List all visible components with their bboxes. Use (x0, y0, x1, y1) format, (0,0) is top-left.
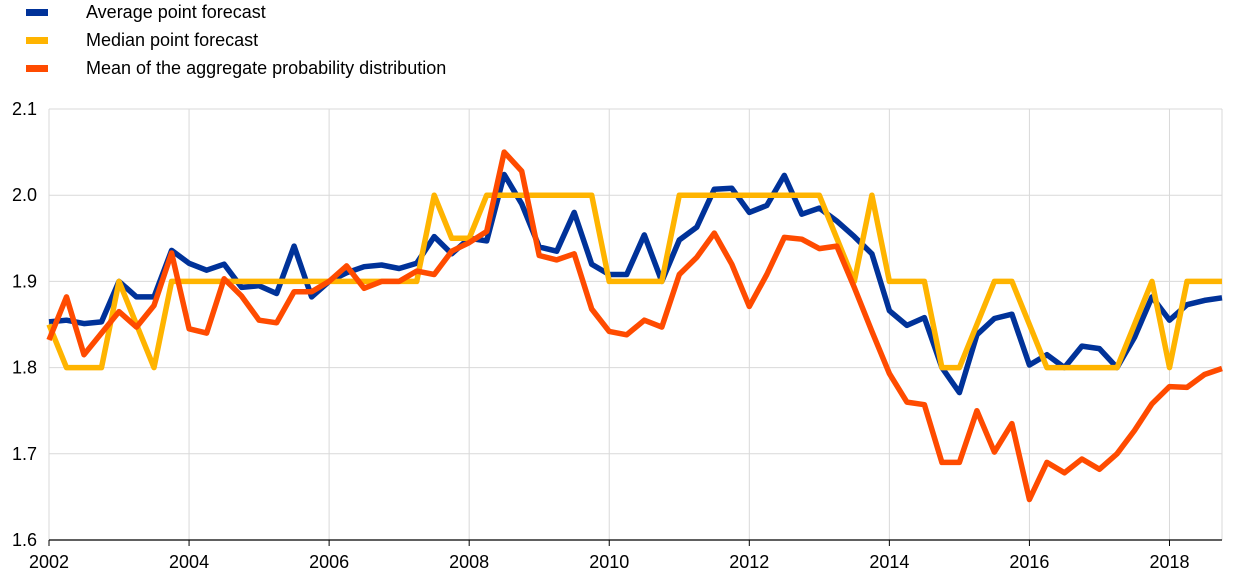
x-tick-label: 2004 (169, 552, 209, 572)
legend-label: Mean of the aggregate probability distri… (86, 58, 446, 78)
series-line-2 (46, 192, 1222, 371)
legend: Average point forecast Median point forec… (26, 2, 446, 78)
x-tick-label: 2016 (1009, 552, 1049, 572)
x-tick-label: 2002 (29, 552, 69, 572)
x-tick-label: 2006 (309, 552, 349, 572)
x-tick-label: 2008 (449, 552, 489, 572)
legend-swatch (26, 37, 48, 44)
x-tick-label: 2010 (589, 552, 629, 572)
x-tick-label: 2018 (1149, 552, 1189, 572)
tick-labels: 1.6 1.7 1.8 1.9 2.0 2.1 2002 2004 2006 2008 2010 20… (12, 99, 1190, 572)
y-tick-label: 1.6 (12, 530, 37, 550)
y-tick-label: 2.1 (12, 99, 37, 119)
legend-swatch (26, 65, 48, 72)
y-tick-label: 1.7 (12, 444, 37, 464)
legend-swatch (26, 9, 48, 16)
legend-label: Average point forecast (86, 2, 266, 22)
y-tick-label: 2.0 (12, 185, 37, 205)
series-line-3 (46, 149, 1223, 503)
x-tick-label: 2014 (869, 552, 909, 572)
y-tick-label: 1.9 (12, 271, 37, 291)
legend-label: Median point forecast (86, 30, 258, 50)
series-line-1 (48, 171, 1223, 396)
x-tick-label: 2012 (729, 552, 769, 572)
y-tick-label: 1.8 (12, 358, 37, 378)
series-layer (46, 149, 1223, 503)
